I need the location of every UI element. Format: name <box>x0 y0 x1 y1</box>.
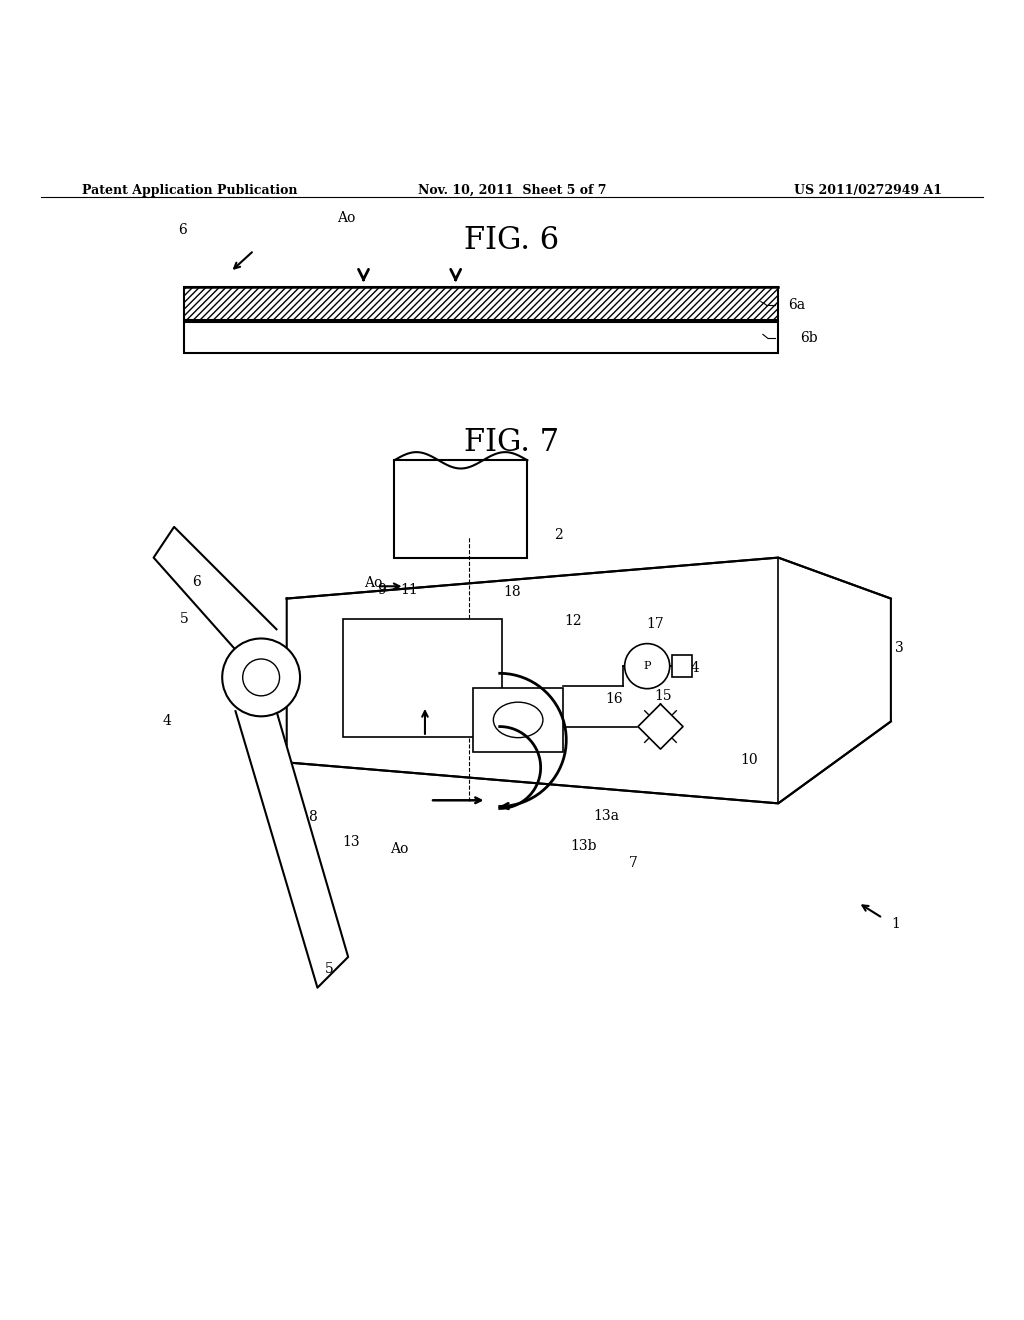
Text: Ao: Ao <box>337 211 355 224</box>
Text: Ao: Ao <box>365 577 383 590</box>
Circle shape <box>222 639 300 717</box>
Text: Patent Application Publication: Patent Application Publication <box>82 183 297 197</box>
Text: 6b: 6b <box>800 331 818 346</box>
Text: 14: 14 <box>682 661 700 676</box>
Text: 7: 7 <box>629 855 637 870</box>
Text: 18: 18 <box>503 585 521 599</box>
Polygon shape <box>638 704 683 748</box>
Bar <box>473 688 563 752</box>
Text: Ao: Ao <box>390 842 409 857</box>
Text: 12: 12 <box>564 614 583 628</box>
Bar <box>343 619 502 737</box>
Text: FIG. 7: FIG. 7 <box>465 426 559 458</box>
Text: 11: 11 <box>400 583 419 598</box>
Text: 3: 3 <box>895 640 903 655</box>
Text: 10: 10 <box>740 754 759 767</box>
Text: 1: 1 <box>892 917 900 931</box>
Text: P: P <box>643 661 651 671</box>
Text: 5: 5 <box>180 612 188 626</box>
Bar <box>672 655 692 677</box>
Bar <box>394 461 527 557</box>
Polygon shape <box>236 711 348 987</box>
Polygon shape <box>287 557 891 804</box>
Text: 13: 13 <box>342 836 360 849</box>
Polygon shape <box>154 527 276 649</box>
Text: 15: 15 <box>654 689 673 702</box>
Text: 6: 6 <box>178 223 186 236</box>
Text: 5: 5 <box>326 962 334 977</box>
Text: Nov. 10, 2011  Sheet 5 of 7: Nov. 10, 2011 Sheet 5 of 7 <box>418 183 606 197</box>
Text: 6: 6 <box>193 576 201 589</box>
Text: 17: 17 <box>646 618 665 631</box>
Bar <box>184 322 778 352</box>
Text: US 2011/0272949 A1: US 2011/0272949 A1 <box>794 183 942 197</box>
Text: 13a: 13a <box>593 809 620 822</box>
Text: 2: 2 <box>554 528 562 543</box>
Text: FIG. 6: FIG. 6 <box>465 224 559 256</box>
Circle shape <box>625 644 670 689</box>
Text: 6a: 6a <box>788 298 805 312</box>
Text: Ah: Ah <box>267 647 286 661</box>
Text: 13b: 13b <box>570 840 597 853</box>
Text: 9: 9 <box>378 583 386 598</box>
Text: 8: 8 <box>308 809 316 824</box>
Bar <box>184 288 778 319</box>
Text: 16: 16 <box>605 692 624 706</box>
Text: 4: 4 <box>163 714 171 729</box>
